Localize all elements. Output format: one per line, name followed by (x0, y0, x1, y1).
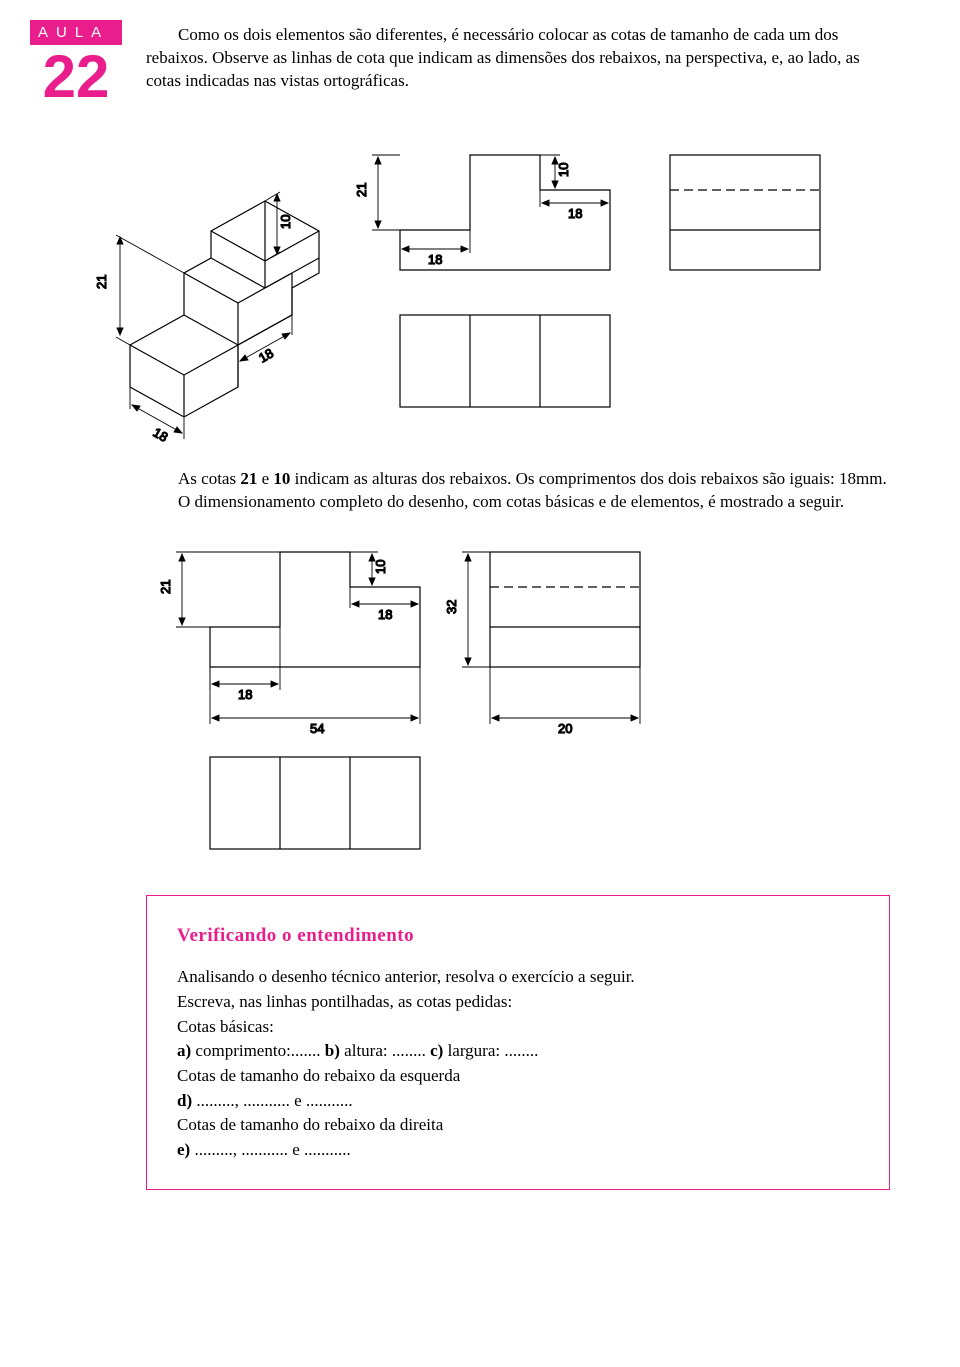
dim-f2-18t: 18 (378, 607, 392, 622)
dim-f2-10: 10 (373, 559, 388, 573)
dim-f1-21: 21 (354, 183, 369, 197)
aula-badge: AULA 22 (30, 20, 122, 107)
dim-iso-21: 21 (94, 275, 109, 289)
exercise-line7: Cotas de tamanho do rebaixo da direita (177, 1113, 859, 1138)
exercise-line2: Escreva, nas linhas pontilhadas, as cota… (177, 990, 859, 1015)
dim-iso-10: 10 (278, 215, 293, 229)
dim-f2-21: 21 (158, 579, 173, 593)
exercise-line6: d) ........., ........... e ........... (177, 1089, 859, 1114)
exercise-title: Verificando o entendimento (177, 922, 859, 950)
dim-f2-32: 32 (444, 599, 459, 613)
dim-f1-18t: 18 (568, 206, 582, 221)
dim-iso-18l: 18 (151, 425, 171, 445)
dim-iso-18r: 18 (256, 345, 276, 365)
dim-f2-54: 54 (310, 721, 324, 736)
exercise-line5: Cotas de tamanho do rebaixo da esquerda (177, 1064, 859, 1089)
aula-number: 22 (30, 45, 122, 107)
exercise-line1: Analisando o desenho técnico anterior, r… (177, 965, 859, 990)
mid-text: As cotas 21 e 10 indicam as alturas dos … (146, 468, 890, 514)
dim-f2-18l: 18 (238, 687, 252, 702)
mid-p2: O dimensionamento completo do desenho, c… (146, 491, 890, 514)
figure-2: 21 10 18 (30, 532, 890, 867)
dim-f1-18l: 18 (428, 252, 442, 267)
exercise-line4: a) comprimento:....... b) altura: ......… (177, 1039, 859, 1064)
exercise-box: Verificando o entendimento Analisando o … (146, 895, 890, 1190)
figure-1: 10 21 18 (30, 125, 890, 450)
aula-label: AULA (30, 20, 122, 45)
exercise-line3: Cotas básicas: (177, 1015, 859, 1040)
intro-paragraph: Como os dois elementos são diferentes, é… (146, 24, 890, 93)
dim-f1-10: 10 (556, 163, 571, 177)
intro-text: Como os dois elementos são diferentes, é… (146, 20, 890, 93)
dim-f2-20: 20 (558, 721, 572, 736)
exercise-line8: e) ........., ........... e ........... (177, 1138, 859, 1163)
mid-p1: As cotas 21 e 10 indicam as alturas dos … (146, 468, 890, 491)
